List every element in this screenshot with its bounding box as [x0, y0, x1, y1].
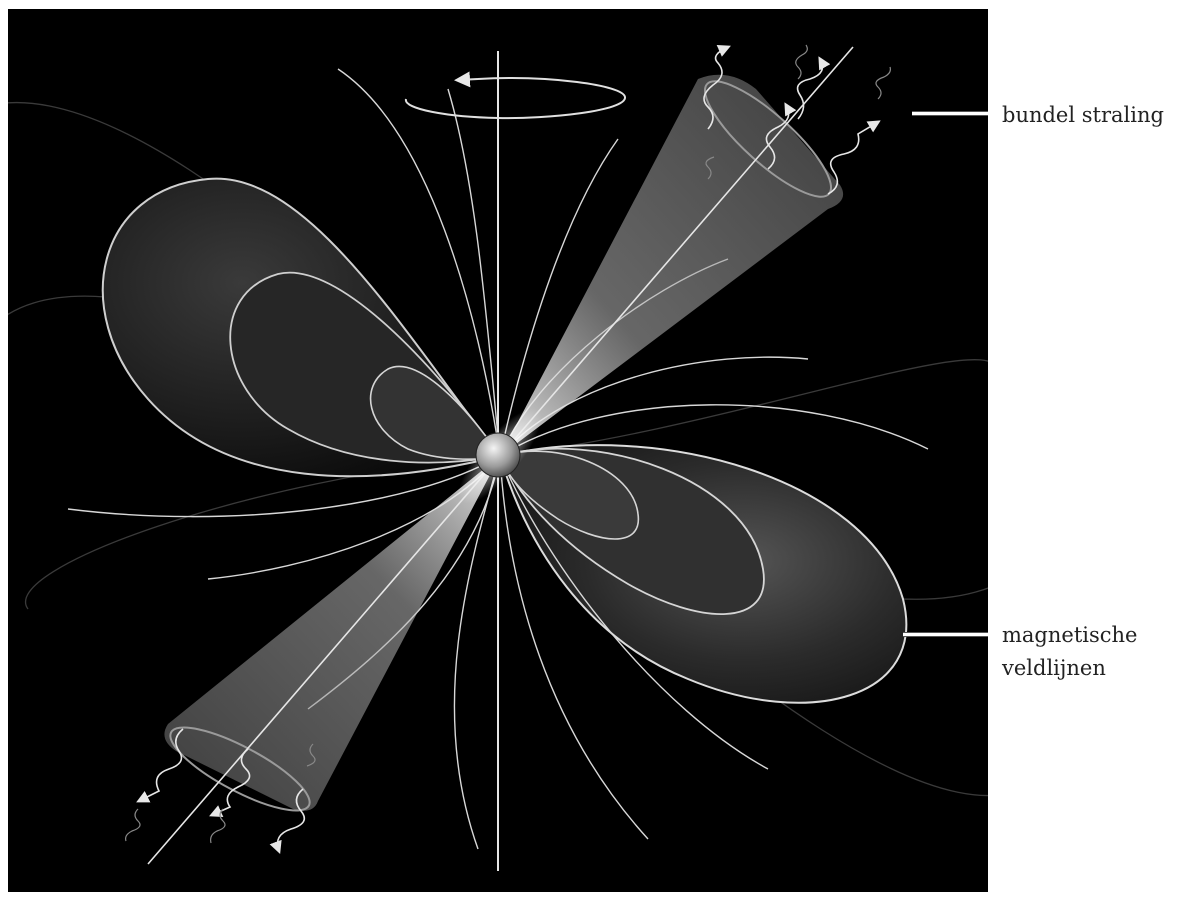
label-magnetic-field-lines: magnetische veldlijnen — [1002, 619, 1137, 685]
neutron-star — [475, 432, 521, 478]
label-beam-radiation: bundel straling — [1002, 103, 1164, 127]
faint-wavy-arrows — [125, 743, 316, 844]
faint-wavy-arrows — [705, 44, 891, 180]
upper-lobe-inner — [369, 365, 502, 460]
upper-radiation-cone — [500, 74, 844, 456]
lower-lobe-inner — [498, 450, 640, 540]
wavy-arrow-icon — [136, 728, 306, 854]
label-field-line1: magnetische — [1002, 623, 1138, 647]
wavy-arrow-icon — [703, 45, 881, 195]
lower-radiation-cone — [164, 456, 500, 812]
rotation-arrow-icon — [404, 71, 626, 120]
label-field-line2: veldlijnen — [1002, 656, 1106, 680]
pulsar-diagram — [8, 9, 988, 892]
beam-leader-line — [912, 111, 988, 116]
field-leader-line — [903, 632, 988, 637]
field-lobes — [101, 177, 908, 704]
